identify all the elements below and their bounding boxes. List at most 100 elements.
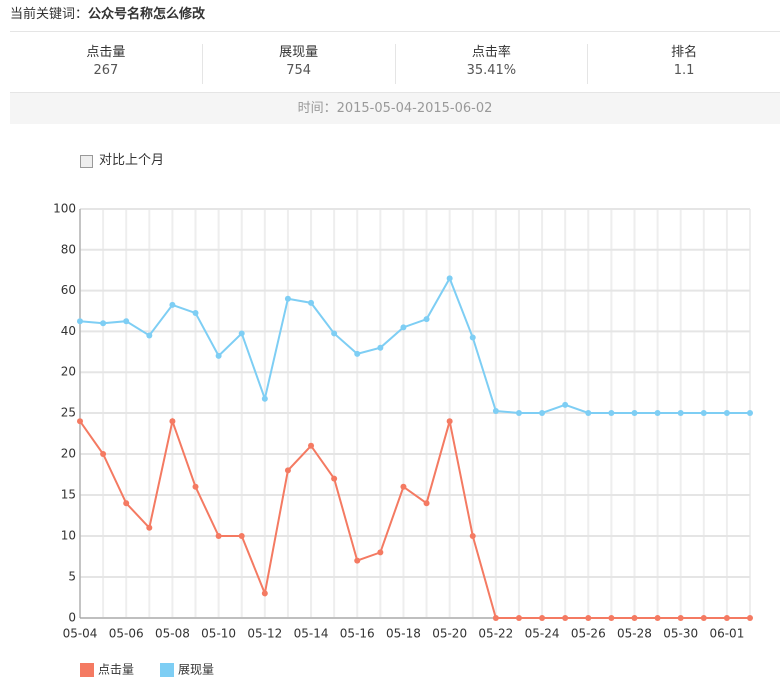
legend-swatch	[160, 663, 174, 677]
x-tick-label: 05-28	[617, 627, 652, 641]
data-point	[100, 451, 107, 457]
stat: 点击量 267	[10, 44, 202, 84]
data-point	[539, 410, 546, 416]
data-point	[400, 483, 407, 490]
legend-label: 展现量	[178, 663, 214, 677]
data-point	[169, 301, 176, 308]
x-tick-label: 05-24	[525, 627, 560, 641]
data-point	[123, 318, 130, 325]
stat: 展现量 754	[201, 44, 395, 84]
data-point	[284, 295, 291, 302]
data-point	[284, 467, 291, 474]
data-point	[423, 316, 430, 323]
y2-tick-label: 60	[61, 283, 76, 297]
data-point	[700, 410, 707, 416]
data-point	[747, 615, 753, 621]
data-point	[562, 401, 569, 408]
data-point	[654, 410, 661, 416]
data-point	[377, 549, 384, 556]
time-range: 时间：2015-05-04-2015-06-02	[10, 92, 780, 124]
stat-label: 展现量	[279, 45, 319, 60]
x-tick-label: 05-18	[386, 627, 421, 641]
data-point	[354, 350, 361, 357]
data-point	[608, 410, 615, 416]
data-point	[446, 275, 453, 282]
data-point	[723, 615, 730, 621]
series-line	[79, 276, 750, 414]
data-point	[215, 352, 222, 359]
data-point	[423, 500, 430, 507]
data-point	[515, 410, 522, 416]
data-point	[308, 442, 315, 449]
data-point	[192, 483, 199, 490]
data-point	[677, 410, 684, 416]
data-point	[261, 590, 268, 597]
data-point	[238, 330, 245, 337]
label: 当前关键词：	[10, 7, 89, 22]
x-tick-label: 05-14	[294, 627, 329, 641]
series-line	[79, 417, 750, 619]
data-point	[585, 615, 592, 621]
data-point	[331, 475, 338, 482]
x-tick-label: 05-16	[340, 627, 375, 641]
data-point	[608, 615, 615, 621]
stat: 排名 1.1	[587, 44, 780, 84]
data-point	[192, 310, 199, 317]
y-tick-label: 10	[61, 529, 76, 543]
x-tick-label: 05-30	[663, 627, 698, 641]
compare-checkbox[interactable]: 对比上个月	[80, 152, 164, 170]
data-point	[469, 334, 476, 341]
stat-value: 1.1	[673, 63, 695, 78]
x-tick-label: 05-08	[155, 627, 190, 641]
data-point	[747, 410, 753, 416]
stats: 点击量 267 展现量 754 点击率 35.41% 排名 1.1	[10, 44, 780, 84]
x-tick-label: 05-20	[432, 627, 467, 641]
data-point	[377, 344, 384, 351]
data-point	[77, 318, 83, 325]
stat: 点击率 35.41%	[394, 44, 588, 84]
y2-tick-label: 100	[53, 202, 76, 216]
data-point	[146, 332, 153, 339]
y2-tick-label: 20	[61, 365, 76, 379]
data-point	[123, 500, 130, 507]
x-tick-label: 05-22	[478, 627, 513, 641]
legend-swatch	[80, 663, 94, 677]
data-point	[100, 320, 107, 327]
stat-value: 267	[93, 63, 119, 78]
y-tick-label: 15	[61, 488, 76, 502]
data-point	[400, 324, 407, 331]
data-point	[238, 533, 245, 539]
data-point	[446, 418, 453, 425]
data-point	[261, 395, 268, 402]
data-point	[562, 615, 569, 621]
stat-label: 点击量	[86, 45, 126, 60]
data-point	[492, 407, 499, 414]
data-point	[515, 615, 522, 621]
data-point	[146, 524, 153, 531]
data-point	[77, 418, 83, 425]
data-point	[654, 615, 661, 621]
y-tick-label: 0	[68, 611, 76, 625]
y2-tick-label: 80	[61, 242, 76, 256]
checkbox[interactable]	[80, 154, 93, 168]
data-point	[492, 615, 499, 621]
data-point	[354, 557, 361, 564]
checkbox-label: 对比上个月	[99, 153, 165, 168]
x-tick-label: 05-10	[201, 627, 236, 641]
data-point	[469, 533, 476, 539]
data-point	[215, 533, 222, 539]
data-point	[169, 418, 176, 425]
stat-value: 754	[286, 63, 312, 78]
data-point	[539, 615, 546, 621]
x-tick-label: 05-04	[63, 627, 98, 641]
data-point	[631, 410, 638, 416]
stat-label: 点击率	[471, 45, 511, 60]
stat-label: 排名	[671, 45, 698, 60]
data-point	[308, 299, 315, 306]
y-tick-label: 25	[61, 406, 76, 420]
y2-tick-label: 40	[61, 324, 76, 338]
data-point	[723, 410, 730, 416]
y-tick-label: 5	[68, 570, 76, 584]
